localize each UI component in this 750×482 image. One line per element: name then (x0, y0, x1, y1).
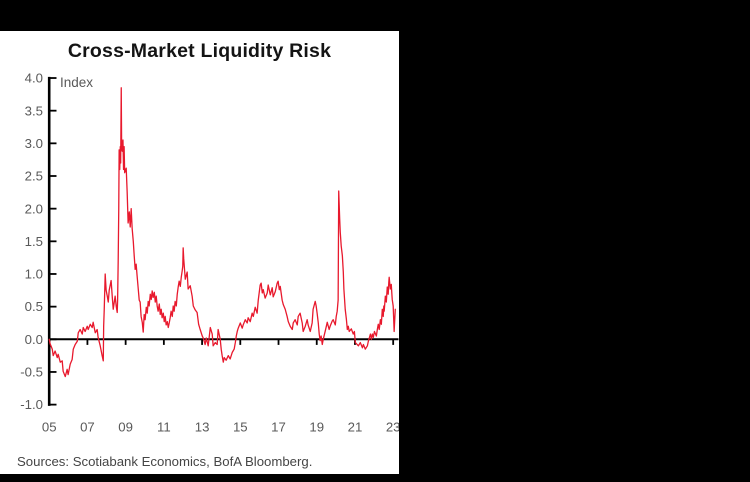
y-tick-label: 2.0 (25, 201, 43, 216)
x-tick-label: 23 (386, 420, 399, 435)
x-tick-label: 15 (233, 420, 248, 435)
chart-title: Cross-Market Liquidity Risk (67, 40, 332, 62)
y-tick-label: -0.5 (20, 365, 43, 380)
x-tick-label: 09 (118, 420, 133, 435)
x-tick-label: 17 (271, 420, 286, 435)
y-tick-label: 1.5 (25, 234, 43, 249)
y-tick-label: 4.0 (25, 71, 43, 86)
y-tick-label: 2.5 (25, 169, 43, 184)
y-tick-label: 0.5 (25, 299, 43, 314)
chart-panel: Cross-Market Liquidity Risk 4.0 3.5 3.0 2.5… (0, 31, 399, 474)
x-tick-label: 07 (80, 420, 95, 435)
x-tick-label: 13 (195, 420, 210, 435)
liquidity-line (48, 87, 396, 378)
y-tick-label: 1.0 (25, 267, 43, 282)
y-axis-unit-label: Index (60, 75, 94, 90)
source-note: Sources: Scotiabank Economics, BofA Bloo… (17, 454, 313, 469)
x-tick-label: 21 (348, 420, 363, 435)
liquidity-plot: 4.0 3.5 3.0 2.5 2.0 1.5 1.0 0.5 0.0 -0.5 -1.0 05 07 0… (20, 71, 399, 435)
y-tick-label: 0.0 (25, 332, 43, 347)
y-tick-label: -1.0 (20, 397, 43, 412)
y-tick-label: 3.5 (25, 103, 43, 118)
x-tick-label: 11 (157, 420, 171, 435)
x-tick-label: 05 (42, 420, 57, 435)
y-tick-label: 3.0 (25, 136, 43, 151)
x-tick-label: 19 (309, 420, 324, 435)
